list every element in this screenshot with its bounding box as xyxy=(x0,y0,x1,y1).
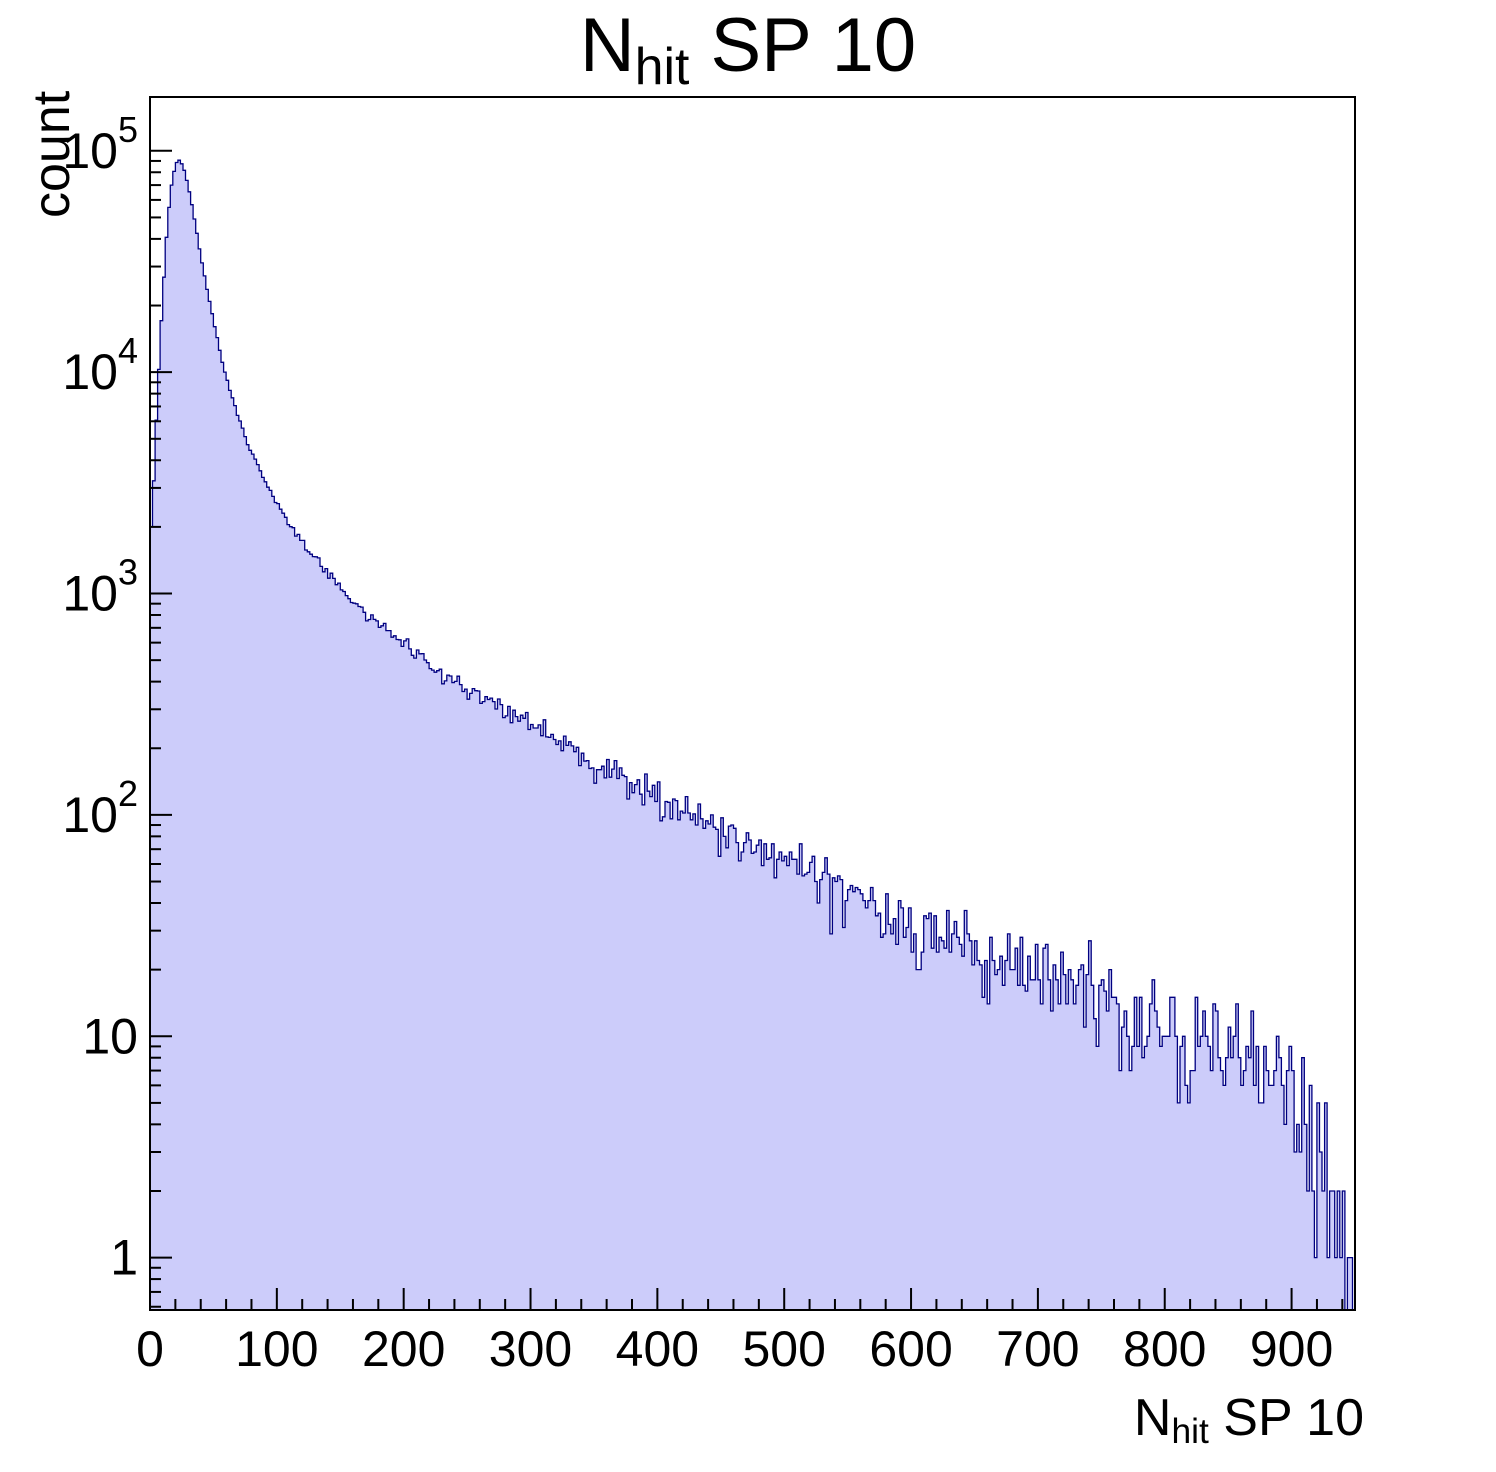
histogram-fill xyxy=(150,160,1355,1311)
y-tick-label: 103 xyxy=(62,552,138,622)
histogram-outline xyxy=(149,159,1355,1311)
chart-title: Nhit SP 10 xyxy=(0,6,1496,93)
x-axis-title-main: N xyxy=(1133,1389,1172,1447)
y-tick-label: 10 xyxy=(82,1008,138,1064)
x-tick-label: 300 xyxy=(489,1321,572,1377)
chart-title-subscript: hit xyxy=(634,36,690,95)
x-axis-title-subscript: hit xyxy=(1171,1411,1209,1451)
x-axis-title-rest: SP 10 xyxy=(1208,1389,1364,1447)
x-tick-label: 900 xyxy=(1250,1321,1333,1377)
plot-frame xyxy=(149,96,1356,1311)
x-tick-label: 200 xyxy=(362,1321,445,1377)
y-tick-label: 105 xyxy=(62,109,138,179)
y-tick-label: 102 xyxy=(62,773,138,843)
y-tick-label: 1 xyxy=(110,1230,138,1286)
x-axis-title: Nhit SP 10 xyxy=(1134,1388,1364,1452)
x-tick-label: 0 xyxy=(136,1321,164,1377)
x-tick-label: 100 xyxy=(235,1321,318,1377)
y-tick-label: 104 xyxy=(62,330,138,400)
x-tick-label: 700 xyxy=(996,1321,1079,1377)
x-tick-label: 800 xyxy=(1123,1321,1206,1377)
x-tick-label: 500 xyxy=(742,1321,825,1377)
x-tick-label: 600 xyxy=(869,1321,952,1377)
chart-title-rest: SP 10 xyxy=(689,3,917,88)
chart-title-main: N xyxy=(579,3,635,88)
x-tick-label: 400 xyxy=(616,1321,699,1377)
